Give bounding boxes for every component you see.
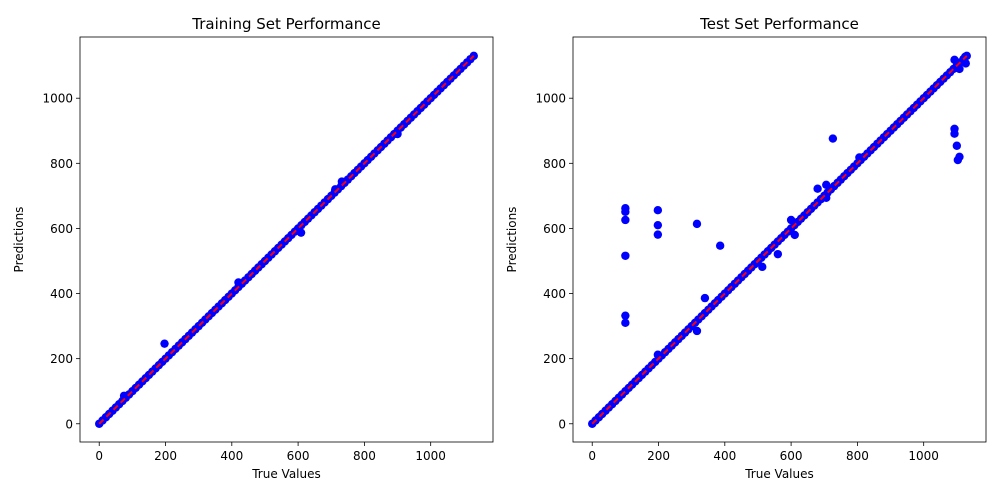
chart-0-y-tick-label-1: 200 — [50, 352, 73, 366]
test-set-panel: 0 200 400 600 800 1000 0 200 400 600 800 1000 Test S… — [505, 15, 987, 481]
chart-0-x-tick-label-1: 200 — [154, 449, 177, 463]
chart-1-point-133 — [822, 180, 831, 190]
chart-1-point-126 — [700, 293, 710, 303]
chart-0-x-tick-label-2: 400 — [220, 449, 243, 463]
chart-1-ideal-line — [591, 55, 968, 425]
chart-1-point-116 — [621, 215, 630, 225]
chart-0-ideal-line — [98, 55, 475, 425]
chart-1-point-142 — [955, 152, 964, 162]
chart-0-x-axis-label: True Values — [251, 467, 321, 481]
chart-0-x-tick-label-5: 1000 — [415, 449, 446, 463]
chart-1-x-tick-label-5: 1000 — [908, 449, 939, 463]
chart-1-x-tick-label-4: 800 — [846, 449, 869, 463]
chart-1-x-tick-label-1: 200 — [647, 449, 670, 463]
chart-1-point-128 — [758, 262, 767, 272]
chart-0-y-tick-label-3: 600 — [50, 222, 73, 236]
chart-1-point-132 — [813, 184, 822, 193]
chart-0-point-120 — [119, 391, 129, 400]
training-set-panel: 0 200 400 600 800 1000 0 200 400 600 800 1000 Traini… — [12, 15, 494, 481]
chart-0-point-116 — [296, 228, 306, 237]
chart-0-point-115 — [234, 278, 243, 287]
chart-1-axes-frame — [572, 36, 987, 443]
chart-1-point-122 — [653, 230, 663, 239]
chart-0-y-tick-label-5: 1000 — [42, 92, 73, 106]
chart-1-x-axis-label: True Values — [744, 467, 814, 481]
chart-1-point-145 — [961, 59, 970, 68]
chart-1-y-tick-label-1: 200 — [543, 352, 566, 366]
chart-0-y-tick-label-4: 800 — [50, 157, 73, 171]
chart-0-axes-frame — [79, 36, 494, 443]
chart-1-point-118 — [621, 311, 630, 320]
chart-0-x-tick-label-0: 0 — [95, 449, 103, 463]
chart-0-x-tick-label-3: 600 — [287, 449, 310, 463]
chart-1-point-117 — [621, 251, 630, 260]
chart-1-point-129 — [773, 249, 783, 259]
chart-1-point-127 — [715, 241, 725, 250]
chart-1-point-137 — [950, 55, 959, 64]
chart-1-x-tick-label-2: 400 — [713, 449, 736, 463]
chart-1-point-135 — [828, 134, 838, 143]
chart-1-point-139 — [950, 129, 959, 138]
chart-1-y-tick-label-5: 1000 — [535, 92, 566, 106]
chart-0-x-tick-label-4: 800 — [353, 449, 376, 463]
chart-1-point-119 — [621, 318, 630, 328]
chart-1-point-124 — [692, 219, 702, 229]
chart-1-point-140 — [952, 141, 962, 150]
chart-1-point-120 — [653, 206, 663, 215]
chart-1-point-136 — [855, 153, 864, 162]
chart-1-x-tick-label-0: 0 — [588, 449, 596, 463]
chart-1-plot-area — [588, 51, 971, 428]
chart-1-y-tick-label-4: 800 — [543, 157, 566, 171]
chart-1-y-tick-label-0: 0 — [558, 417, 566, 431]
chart-1-point-143 — [955, 64, 964, 74]
chart-1-y-axis-label: Predictions — [505, 207, 519, 273]
chart-1-point-121 — [653, 220, 663, 230]
chart-1-point-130 — [786, 215, 796, 225]
chart-1-point-125 — [692, 326, 702, 336]
chart-0-y-tick-label-0: 0 — [65, 417, 73, 431]
chart-1-y-tick-label-3: 600 — [543, 222, 566, 236]
chart-1-point-131 — [790, 230, 799, 240]
chart-0-y-tick-label-2: 400 — [50, 287, 73, 301]
chart-0-y-axis-label: Predictions — [12, 207, 26, 273]
chart-0-plot-area — [95, 51, 478, 428]
chart-0-point-114 — [160, 339, 169, 348]
chart-1-y-tick-label-2: 400 — [543, 287, 566, 301]
chart-1-point-115 — [621, 207, 630, 217]
chart-0-point-117 — [331, 185, 340, 194]
chart-0-title: Training Set Performance — [191, 15, 380, 33]
chart-1-x-tick-label-3: 600 — [780, 449, 803, 463]
chart-1-title: Test Set Performance — [699, 15, 859, 33]
